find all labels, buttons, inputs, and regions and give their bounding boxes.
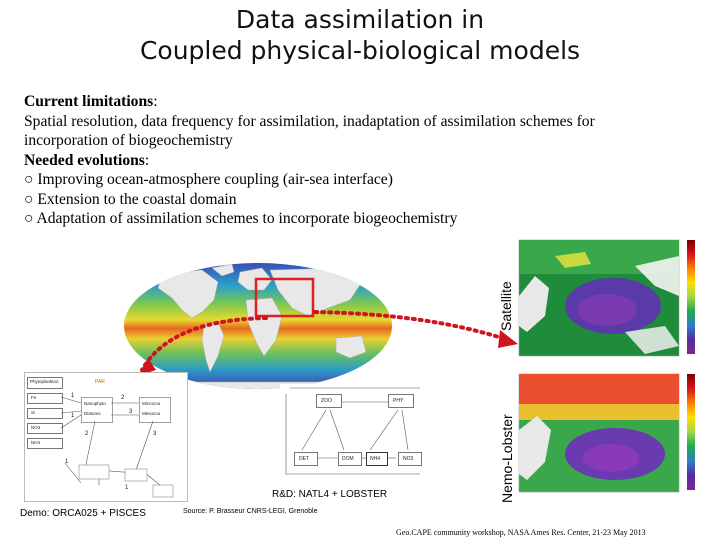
pisces-header: Phytoplankton [30,379,59,384]
pisces-header-box: Phytoplankton [27,377,63,389]
footer-text: Geo.CAPE community workshop, NASA Ames R… [396,528,646,537]
lobster-diagram: ZOO PHY DET DOM NH4 NO3 [280,384,430,484]
satellite-colorbar [687,240,695,354]
north-america-landmass [157,269,219,319]
lobster-box-zoo: ZOO [316,394,342,408]
pisces-diagram: Phytoplankton Fe Si NO3 NH4 PAR Nanophyt… [24,372,188,502]
model-land [519,416,551,480]
lobster-box-det: DET [294,452,318,466]
evolutions-colon: : [144,151,150,169]
dotted-arrow-left [140,316,268,372]
satellite-label: Satellite [498,281,514,331]
greenland-landmass [211,263,235,277]
satellite-cloud-gap [625,326,679,354]
evolution-item: ○ Adaptation of assimilation schemes to … [24,210,458,227]
world-map-image [124,263,392,389]
evolution-item: ○ Extension to the coastal domain [24,190,237,208]
limitations-text-line-1: Spatial resolution, data frequency for a… [24,112,595,130]
source-caption: Source: P. Brasseur CNRS-LEGI, Grenoble [183,508,318,515]
arrow-head-right [498,330,518,348]
pisces-links [60,396,174,498]
demo-caption: Demo: ORCA025 + PISCES [20,508,146,519]
pisces-zoo-group: Microzoo Mesozoo [139,397,171,423]
satellite-gyre-core [577,294,637,326]
satellite-land [519,276,549,332]
pisces-box-no3: NO3 [27,423,63,434]
south-america-landmass [201,321,225,373]
nemo-lobster-label: Nemo-Lobster [499,414,515,503]
arrows-layer [138,310,518,376]
limitations-colon: : [153,93,158,110]
model-mid-band [519,404,679,420]
title-line-1: Data assimilation in [235,5,485,34]
pisces-box-nh4: NH4 [27,438,63,449]
pisces-phyto-group: Nanophyto Diatoms [81,397,113,423]
lobster-box-no3: NO3 [398,452,422,466]
pisces-par-label: PAR [95,379,105,385]
pisces-box-fe: Fe [27,393,63,404]
model-chlorophyll-map [515,370,713,500]
satellite-chlorophyll-map [515,236,713,364]
australia-landmass [335,335,367,359]
lobster-box-dom: DOM [338,452,362,466]
evolutions-heading: Needed evolutions [24,151,145,169]
evolutions-heading-line: Needed evolutions: [24,151,694,171]
limitations-heading: Current limitations [24,93,154,110]
lobster-box-phy: PHY [388,394,414,408]
limitations-text-line-2: incorporation of biogeochemistry [24,132,233,149]
limitations-heading-line: Current limitations: [24,92,694,112]
arrow-head-left [138,358,156,376]
dotted-arrow-right [313,310,510,342]
slide-title: Data assimilation in Coupled physical-bi… [0,4,720,66]
rd-caption: R&D: NATL4 + LOBSTER [272,489,388,500]
satellite-cloud-gap [635,256,679,296]
model-gyre-core [583,444,639,472]
pisces-box-si: Si [27,408,63,419]
lobster-box-nh4: NH4 [366,452,388,466]
title-line-2: Coupled physical-biological models [139,36,581,65]
model-north-band [519,374,679,404]
north-atlantic-highlight-box [254,277,315,318]
satellite-bloom [555,252,591,268]
body-text: Current limitations: Spatial resolution,… [24,92,694,229]
evolution-item: ○ Improving ocean-atmosphere coupling (a… [24,171,393,188]
model-colorbar [687,374,695,490]
